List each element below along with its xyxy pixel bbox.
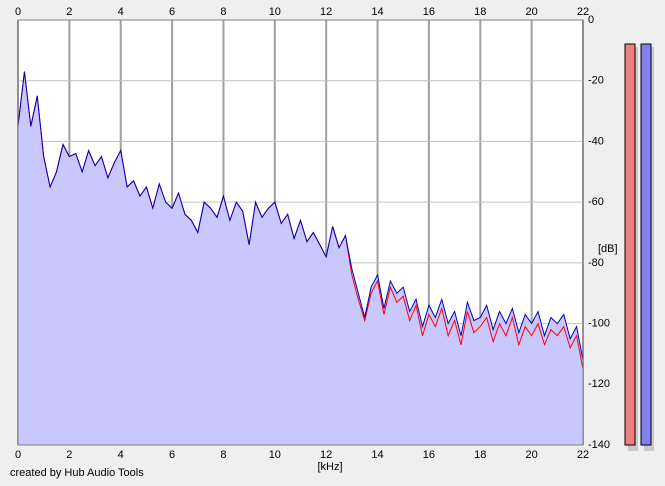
x-tick-label-top: 18 xyxy=(474,6,486,18)
x-tick-label-bottom: 8 xyxy=(220,449,226,461)
y-tick-label: -140 xyxy=(588,439,610,451)
x-tick-label-top: 16 xyxy=(423,6,435,18)
y-tick-label: -80 xyxy=(588,257,604,269)
y-tick-label: 0 xyxy=(588,14,594,26)
y-tick-label: -120 xyxy=(588,378,610,390)
x-tick-label-top: 6 xyxy=(169,6,175,18)
x-tick-label-top: 2 xyxy=(66,6,72,18)
x-tick-label-bottom: 4 xyxy=(118,449,124,461)
left-meter xyxy=(624,43,636,446)
x-tick-label-bottom: 2 xyxy=(66,449,72,461)
x-tick-label-top: 14 xyxy=(371,6,383,18)
plot-border xyxy=(17,19,584,446)
x-tick-label-bottom: 10 xyxy=(269,449,281,461)
y-tick-label: -100 xyxy=(588,317,610,329)
x-tick-label-bottom: 12 xyxy=(320,449,332,461)
x-tick-label-bottom: 14 xyxy=(371,449,383,461)
x-tick-label-bottom: 18 xyxy=(474,449,486,461)
y-tick-label: -60 xyxy=(588,196,604,208)
y-tick-label: -40 xyxy=(588,135,604,147)
y-tick-label: -20 xyxy=(588,75,604,87)
spectrum-area xyxy=(18,71,583,445)
y-axis-label: [dB] xyxy=(598,243,618,255)
x-axis-label: [kHz] xyxy=(317,461,342,473)
spectrum-line xyxy=(17,71,584,361)
x-tick-label-top: 8 xyxy=(220,6,226,18)
x-tick-label-top: 20 xyxy=(526,6,538,18)
x-tick-label-bottom: 6 xyxy=(169,449,175,461)
x-tick-label-bottom: 20 xyxy=(526,449,538,461)
x-tick-label-bottom: 16 xyxy=(423,449,435,461)
x-tick-label-bottom: 0 xyxy=(15,449,21,461)
x-tick-label-top: 4 xyxy=(118,6,124,18)
x-tick-label-top: 10 xyxy=(269,6,281,18)
footer: created by Hub Audio Tools xyxy=(10,467,144,479)
x-tick-label-bottom: 22 xyxy=(577,449,589,461)
x-tick-label-top: 12 xyxy=(320,6,332,18)
right-meter xyxy=(640,43,652,446)
x-tick-label-top: 22 xyxy=(577,6,589,18)
x-tick-label-top: 0 xyxy=(15,6,21,18)
